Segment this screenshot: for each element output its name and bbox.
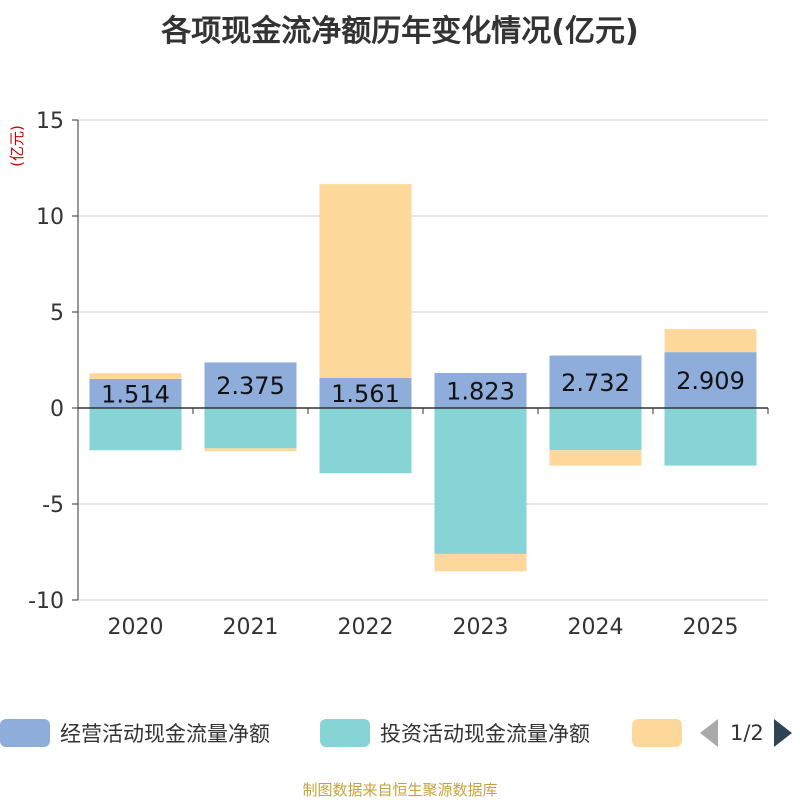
triangle-left-icon[interactable]: [700, 719, 718, 747]
bar-investing-2021: [204, 408, 297, 449]
y-axis-label: (亿元): [8, 125, 26, 167]
data-label-2025: 2.909: [676, 367, 745, 395]
x-tick-label-2020: 2020: [108, 615, 164, 640]
axes: 15 10 5 0 -5 -10 (亿元) 2020 2021 2022 2023 2024 2025: [8, 109, 769, 640]
bar-operating-2020: [89, 378, 182, 408]
bars: [89, 184, 757, 572]
data-labels: 1.514 2.375 1.561 1.823 2.732 2.909: [101, 367, 745, 408]
bar-financing-2022: [319, 184, 412, 379]
legend-label-operating: 经营活动现金流量净额: [60, 722, 270, 746]
data-label-2024: 2.732: [561, 369, 630, 397]
x-tick-label-2023: 2023: [453, 615, 509, 640]
legend-swatch-investing: [320, 719, 370, 747]
source-note: 制图数据来自恒生聚源数据库: [302, 781, 498, 799]
bar-investing-2020: [89, 408, 182, 451]
y-tick-label: 15: [36, 109, 64, 134]
bar-investing-2023: [434, 408, 527, 554]
chart-title: 各项现金流净额历年变化情况(亿元): [161, 14, 639, 49]
y-tick-label: -10: [28, 589, 64, 614]
legend-pager: 1/2: [700, 716, 792, 750]
x-tick-label-2025: 2025: [683, 615, 739, 640]
data-label-2023: 1.823: [446, 377, 515, 405]
bar-financing-2025: [664, 329, 757, 353]
legend-item-operating[interactable]: 经营活动现金流量净额: [0, 716, 270, 750]
y-tick-label: -5: [42, 493, 64, 518]
x-tick-label-2021: 2021: [223, 615, 279, 640]
bar-investing-2022: [319, 408, 412, 474]
bar-financing-2023: [434, 553, 527, 572]
y-tick-label: 0: [50, 397, 64, 422]
bar-financing-2021: [204, 448, 297, 452]
bar-financing-2024: [549, 450, 642, 466]
bar-operating-2021: [204, 362, 297, 408]
bar-operating-2023: [434, 372, 527, 408]
bar-operating-2025: [664, 352, 757, 408]
x-tick-label-2022: 2022: [338, 615, 394, 640]
x-tick-label-2024: 2024: [568, 615, 624, 640]
bar-operating-2022: [319, 378, 412, 408]
legend-swatch-operating: [0, 719, 50, 747]
data-label-2022: 1.561: [331, 380, 400, 408]
bar-investing-2024: [549, 408, 642, 451]
bar-financing-2020: [89, 373, 182, 379]
bar-investing-2025: [664, 408, 757, 466]
data-label-2020: 1.514: [101, 380, 170, 408]
legend-item-financing[interactable]: [632, 716, 692, 750]
legend-item-investing[interactable]: 投资活动现金流量净额: [320, 716, 590, 750]
y-tick-label: 10: [36, 205, 64, 230]
legend-label-investing: 投资活动现金流量净额: [380, 722, 590, 746]
legend-page-indicator: 1/2: [730, 721, 764, 745]
y-tick-label: 5: [50, 301, 64, 326]
legend-swatch-financing: [632, 719, 682, 747]
triangle-right-icon[interactable]: [773, 719, 792, 747]
data-label-2021: 2.375: [216, 372, 285, 400]
gridlines: [78, 119, 768, 601]
bar-operating-2024: [549, 355, 642, 408]
